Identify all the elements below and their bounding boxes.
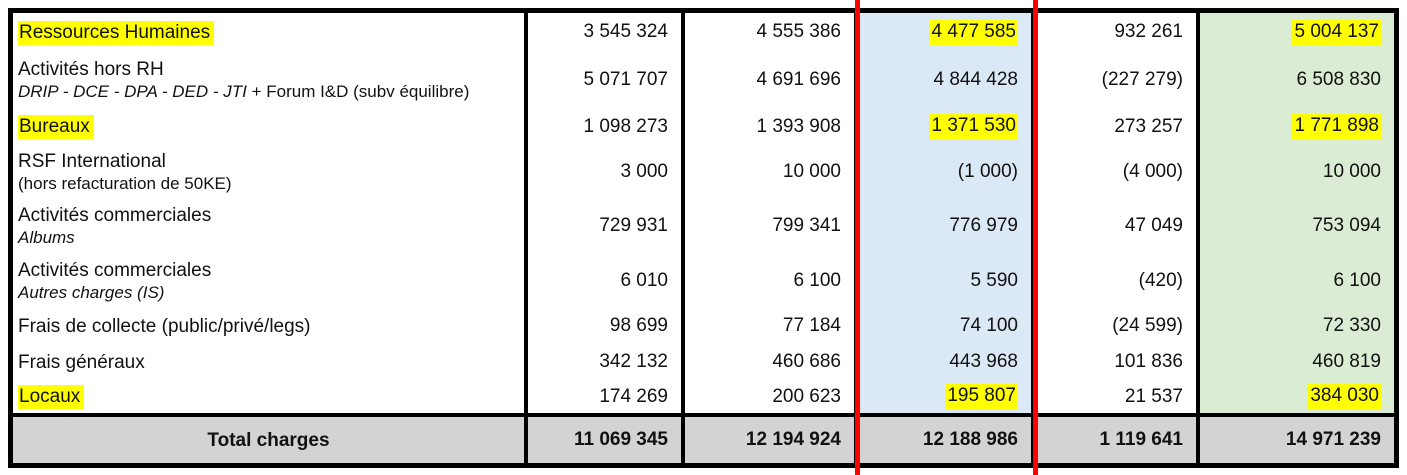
- cell-value: 4 477 585: [858, 13, 1035, 51]
- total-value: 12 188 986: [858, 413, 1035, 463]
- cell-value: 1 371 530: [858, 108, 1035, 145]
- cell-value: 10 000: [1200, 145, 1394, 198]
- table-row-label: Activités hors RH DRIP - DCE - DPA - DED…: [13, 51, 528, 108]
- cell-value: (420): [1035, 253, 1200, 308]
- row-subtitle: DRIP - DCE - DPA - DED - JTI + Forum I&D…: [18, 81, 470, 101]
- row-title: Ressources Humaines: [18, 20, 215, 45]
- cell-value: 776 979: [858, 198, 1035, 253]
- table-row-label: Locaux: [13, 380, 528, 413]
- cell-value: (24 599): [1035, 308, 1200, 344]
- cell-value: 729 931: [528, 198, 685, 253]
- cell-value: 5 590: [858, 253, 1035, 308]
- cell-value: (1 000): [858, 145, 1035, 198]
- cell-value: 21 537: [1035, 380, 1200, 413]
- red-annotation-line-left: [855, 0, 860, 475]
- row-title: RSF International: [18, 150, 166, 172]
- cell-value: 47 049: [1035, 198, 1200, 253]
- row-subtitle: (hors refacturation de 50KE): [18, 173, 232, 193]
- cell-value: 5 004 137: [1200, 13, 1394, 51]
- cell-value: 6 100: [685, 253, 858, 308]
- cell-value: 799 341: [685, 198, 858, 253]
- cell-value: 77 184: [685, 308, 858, 344]
- cell-value: 342 132: [528, 344, 685, 380]
- table-row-label: Bureaux: [13, 108, 528, 145]
- cell-value: 460 819: [1200, 344, 1394, 380]
- total-value: 14 971 239: [1200, 413, 1394, 463]
- cell-value: 273 257: [1035, 108, 1200, 145]
- cell-value: 74 100: [858, 308, 1035, 344]
- cell-value: 1 098 273: [528, 108, 685, 145]
- cell-value: 1 771 898: [1200, 108, 1394, 145]
- cell-value: 5 071 707: [528, 51, 685, 108]
- cell-value: 6 508 830: [1200, 51, 1394, 108]
- table-row-label: Frais de collecte (public/privé/legs): [13, 308, 528, 344]
- row-title: Locaux: [18, 385, 85, 409]
- red-annotation-line-right: [1033, 0, 1038, 475]
- row-title: Activités commerciales: [18, 204, 212, 226]
- cell-value: 72 330: [1200, 308, 1394, 344]
- cell-value: 101 836: [1035, 344, 1200, 380]
- total-value: 12 194 924: [685, 413, 858, 463]
- cell-value: (227 279): [1035, 51, 1200, 108]
- cell-value: 174 269: [528, 380, 685, 413]
- table-row-label: Activités commerciales Autres charges (I…: [13, 253, 528, 308]
- table-row-label: RSF International (hors refacturation de…: [13, 145, 528, 198]
- cell-value: 384 030: [1200, 380, 1394, 413]
- row-title: Frais généraux: [18, 351, 145, 373]
- cell-value: 200 623: [685, 380, 858, 413]
- row-subtitle: Albums: [18, 227, 75, 247]
- cell-value: 443 968: [858, 344, 1035, 380]
- cell-value: 460 686: [685, 344, 858, 380]
- cell-value: 195 807: [858, 380, 1035, 413]
- cell-value: 4 555 386: [685, 13, 858, 51]
- table-row-label: Activités commerciales Albums: [13, 198, 528, 253]
- cell-value: 3 545 324: [528, 13, 685, 51]
- total-value: 1 119 641: [1035, 413, 1200, 463]
- cell-value: 3 000: [528, 145, 685, 198]
- row-title: Bureaux: [18, 115, 94, 139]
- charges-table: Ressources Humaines 3 545 324 4 555 386 …: [8, 8, 1399, 468]
- total-value: 11 069 345: [528, 413, 685, 463]
- cell-value: 753 094: [1200, 198, 1394, 253]
- table-row-label: Frais généraux: [13, 344, 528, 380]
- cell-value: 4 691 696: [685, 51, 858, 108]
- row-title: Activités hors RH: [18, 58, 164, 80]
- cell-value: (4 000): [1035, 145, 1200, 198]
- cell-value: 1 393 908: [685, 108, 858, 145]
- cell-value: 10 000: [685, 145, 858, 198]
- row-title: Frais de collecte (public/privé/legs): [18, 315, 311, 337]
- total-row-label: Total charges: [13, 413, 528, 463]
- row-title: Activités commerciales: [18, 259, 212, 281]
- table-row-label: Ressources Humaines: [13, 13, 528, 51]
- cell-value: 932 261: [1035, 13, 1200, 51]
- row-subtitle: Autres charges (IS): [18, 282, 165, 302]
- cell-value: 98 699: [528, 308, 685, 344]
- cell-value: 6 100: [1200, 253, 1394, 308]
- cell-value: 6 010: [528, 253, 685, 308]
- cell-value: 4 844 428: [858, 51, 1035, 108]
